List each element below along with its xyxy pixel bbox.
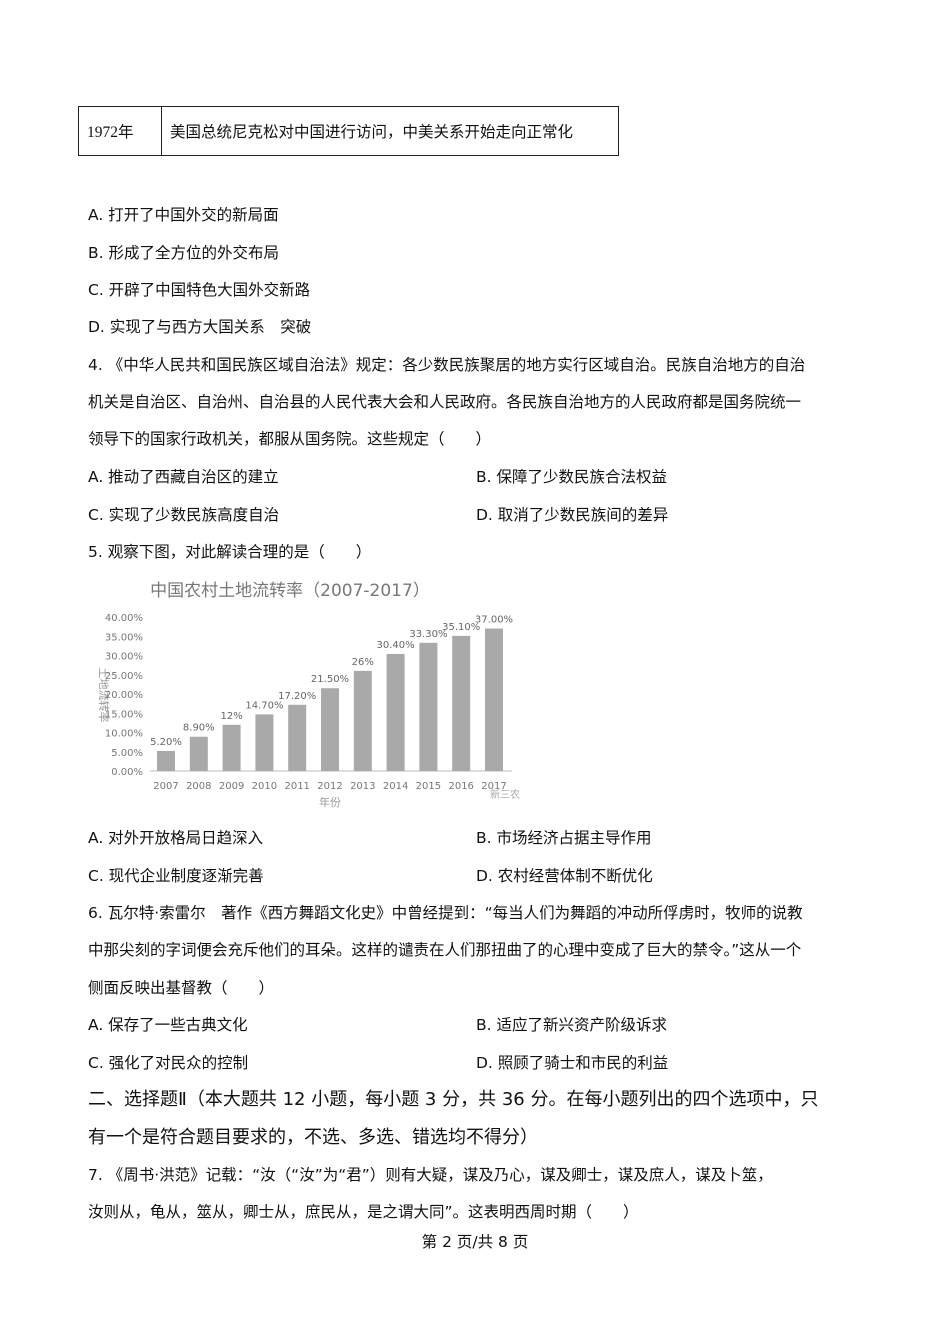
q3-option-a: A. 打开了中国外交的新局面 (88, 206, 279, 224)
data-label: 33.30% (409, 629, 447, 640)
bar-2010 (255, 714, 274, 771)
q5-text: 5. 观察下图，对此解读合理的是（ ） (88, 543, 372, 561)
q6-option-d: D. 照顾了骑士和市民的利益 (476, 1054, 669, 1072)
bar-2007 (157, 750, 175, 771)
table-event: 美国总统尼克松对中国进行访问，中美关系开始走向正常化 (161, 106, 619, 156)
x-tick-label: 2010 (252, 781, 277, 792)
land-transfer-chart: 中国农村土地流转率（2007-2017） 土地流转率 年份 新三农 0.00% 5… (97, 581, 520, 809)
bar-2009 (222, 724, 241, 771)
data-label: 30.40% (377, 640, 415, 651)
y-tick-label: 30.00% (105, 652, 143, 663)
q4-text: 机关是自治区、自治州、自治县的人民代表大会和人民政府。各民族自治地方的人民政府都… (88, 393, 802, 411)
chart-title: 中国农村土地流转率（2007-2017） (150, 581, 430, 601)
bar-2011 (288, 704, 307, 771)
q6-option-b: B. 适应了新兴资产阶级诉求 (476, 1016, 667, 1034)
x-tick-label: 2012 (317, 781, 342, 792)
q5-option-d: D. 农村经营体制不断优化 (476, 867, 653, 885)
q4-option-a: A. 推动了西藏自治区的建立 (88, 468, 279, 486)
data-label: 35.10% (442, 622, 480, 633)
data-label: 14.70% (245, 700, 283, 711)
y-tick-label: 20.00% (105, 690, 143, 701)
q6-text: 侧面反映出基督教（ ） (88, 979, 275, 997)
q4-option-c: C. 实现了少数民族高度自治 (88, 506, 280, 524)
x-tick-label: 2009 (219, 781, 244, 792)
y-tick-label: 10.00% (105, 729, 143, 740)
data-label: 17.20% (278, 691, 316, 702)
x-tick-label: 2008 (186, 781, 211, 792)
chart-ylabel: 土地流转率 (97, 668, 111, 723)
q6-option-c: C. 强化了对民众的控制 (88, 1054, 249, 1072)
page-footer: 第 2 页/共 8 页 (421, 1233, 529, 1251)
data-label: 37.00% (475, 615, 513, 626)
section-heading: 有一个是符合题目要求的，不选、多选、错选均不得分） (88, 1127, 538, 1148)
bar-2014 (386, 653, 405, 771)
chart-xlabel: 年份 (319, 795, 341, 809)
q3-option-c: C. 开辟了中国特色大国外交新路 (88, 281, 311, 299)
q7-text: 汝则从，龟从，筮从，卿士从，庶民从，是之谓大同”。这表明西周时期（ ） (88, 1203, 639, 1221)
y-tick-label: 40.00% (105, 613, 143, 624)
x-tick-label: 2016 (448, 781, 473, 792)
q5-option-b: B. 市场经济占据主导作用 (476, 829, 652, 847)
q4-option-d: D. 取消了少数民族间的差异 (476, 506, 669, 524)
q6-text: 6. 瓦尔特·索雷尔 著作《西方舞蹈文化史》中曾经提到：“每当人们为舞蹈的冲动所… (88, 904, 803, 922)
data-label: 5.20% (150, 737, 182, 748)
bar-2008 (189, 736, 208, 771)
y-tick-label: 15.00% (105, 709, 143, 720)
q6-option-a: A. 保存了一些古典文化 (88, 1016, 248, 1034)
x-tick-label: 2017 (481, 781, 506, 792)
bar-2012 (321, 688, 339, 771)
x-tick-label: 2013 (350, 781, 375, 792)
x-tick-label: 2014 (383, 781, 408, 792)
q4-text: 4. 《中华人民共和国民族区域自治法》规定：各少数民族聚居的地方实行区域自治。民… (88, 356, 806, 374)
q6-text: 中那尖刻的字词便会充斥他们的耳朵。这样的谴责在人们那扭曲了的心理中变成了巨大的禁… (88, 941, 802, 959)
q5-option-a: A. 对外开放格局日趋深入 (88, 829, 264, 847)
data-label: 21.50% (311, 674, 349, 685)
data-label: 8.90% (183, 723, 215, 734)
table-year: 1972年 (78, 106, 162, 156)
event-table: 1972年 美国总统尼克松对中国进行访问，中美关系开始走向正常化 (78, 106, 619, 156)
bar-2013 (353, 670, 372, 771)
data-label: 26% (352, 657, 374, 668)
q3-option-b: B. 形成了全方位的外交布局 (88, 244, 279, 262)
y-tick-label: 0.00% (111, 767, 143, 778)
bar-2016 (452, 635, 471, 771)
q4-text: 领导下的国家行政机关，都服从国务院。这些规定（ ） (88, 430, 492, 448)
chart-watermark: 新三农 (490, 788, 520, 801)
y-tick-label: 35.00% (105, 632, 143, 643)
x-tick-label: 2015 (416, 781, 441, 792)
q5-option-c: C. 现代企业制度逐渐完善 (88, 867, 264, 885)
x-tick-label: 2011 (284, 781, 309, 792)
data-label: 12% (220, 711, 242, 722)
bar-2017 (485, 628, 503, 771)
q3-option-d: D. 实现了与西方大国关系 突破 (88, 318, 312, 336)
q7-text: 7. 《周书·洪范》记载：“汝（“汝”为“君”）则有大疑，谋及乃心，谋及卿士，谋… (88, 1166, 773, 1184)
bar-2015 (419, 642, 438, 771)
x-tick-label: 2007 (153, 781, 178, 792)
y-tick-label: 5.00% (111, 748, 143, 759)
y-tick-label: 25.00% (105, 671, 143, 682)
q4-option-b: B. 保障了少数民族合法权益 (476, 468, 667, 486)
section-heading: 二、选择题Ⅱ（本大题共 12 小题，每小题 3 分，共 36 分。在每小题列出的… (88, 1089, 819, 1110)
